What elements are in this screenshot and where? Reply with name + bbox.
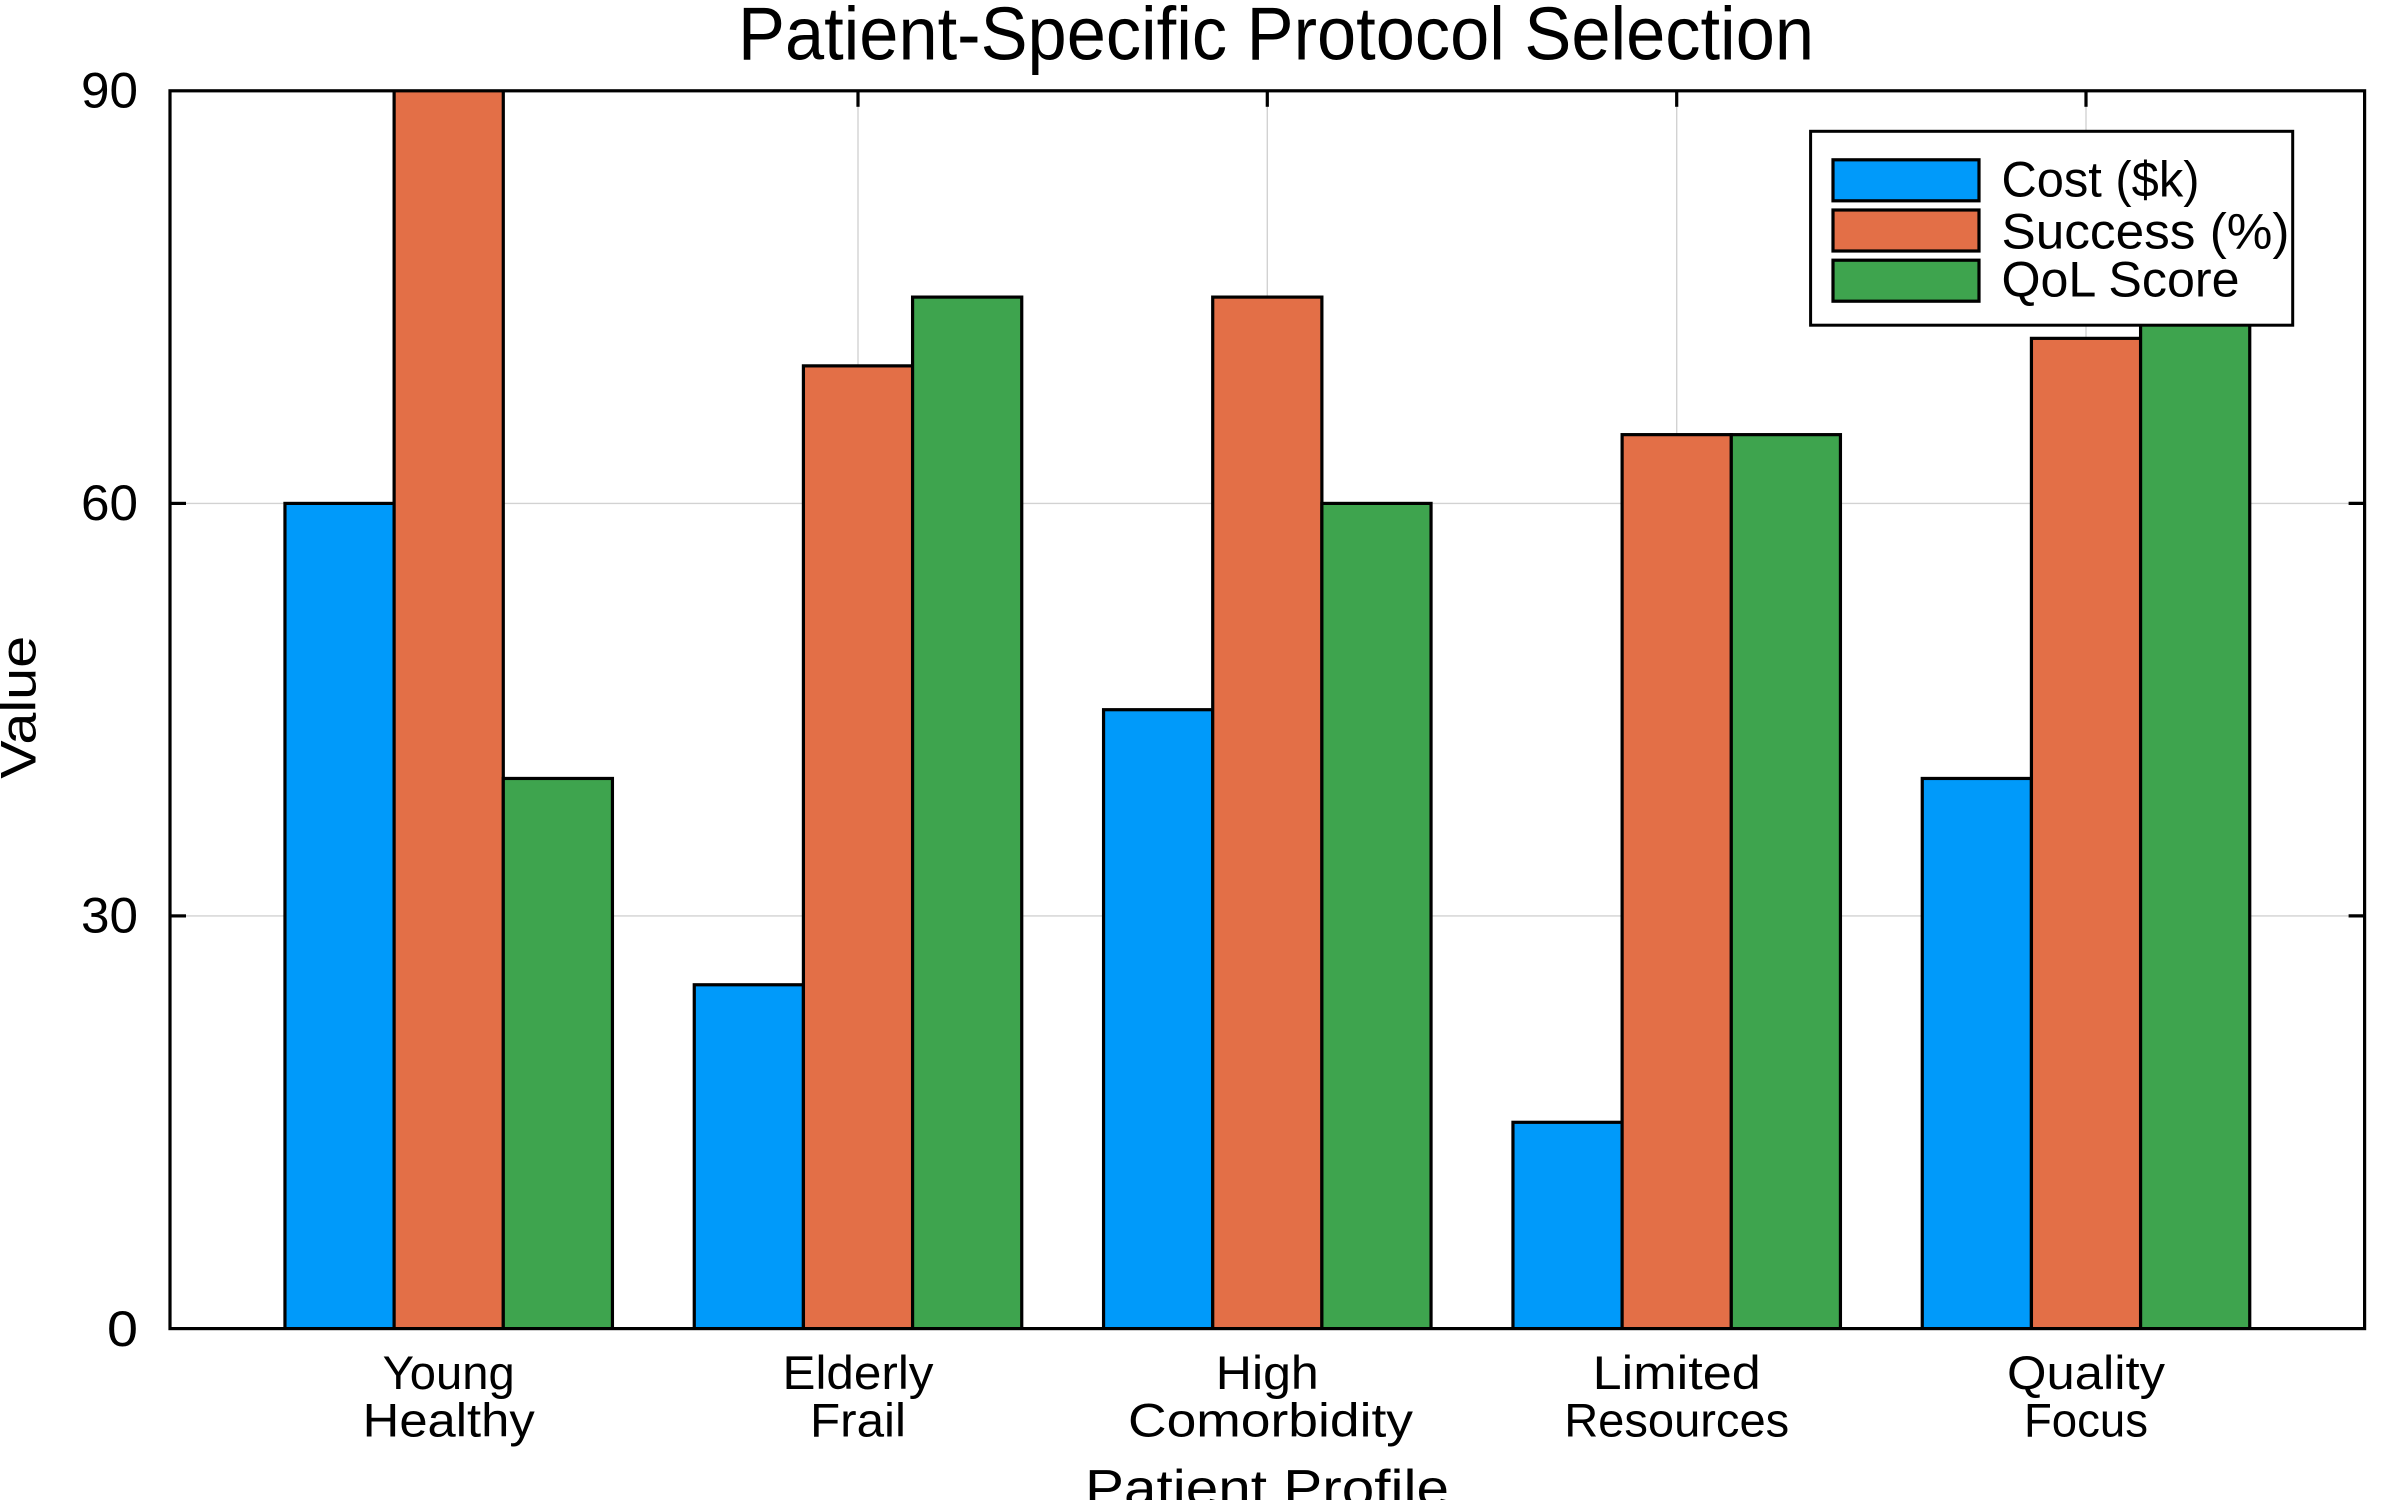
- svg-text:0: 0: [107, 1301, 138, 1357]
- svg-text:Resources: Resources: [1564, 1394, 1789, 1447]
- svg-text:Healthy: Healthy: [363, 1394, 536, 1447]
- svg-text:Limited: Limited: [1593, 1346, 1761, 1399]
- svg-text:High: High: [1216, 1346, 1319, 1399]
- svg-text:Frail: Frail: [810, 1394, 906, 1447]
- svg-text:Elderly: Elderly: [783, 1346, 935, 1399]
- svg-text:Comorbidity: Comorbidity: [1128, 1394, 1414, 1447]
- svg-text:Patient-Specific Protocol Sele: Patient-Specific Protocol Selection: [738, 0, 1814, 76]
- svg-text:Patient Profile: Patient Profile: [1085, 1460, 1449, 1500]
- svg-text:30: 30: [81, 887, 138, 943]
- svg-text:Quality: Quality: [2007, 1346, 2166, 1399]
- svg-text:Value: Value: [0, 636, 47, 779]
- svg-text:60: 60: [81, 475, 138, 531]
- svg-text:Young: Young: [383, 1346, 515, 1399]
- svg-text:Focus: Focus: [2024, 1394, 2148, 1447]
- svg-text:Cost ($k): Cost ($k): [2002, 152, 2200, 208]
- svg-text:Success (%): Success (%): [2002, 204, 2290, 260]
- svg-text:90: 90: [81, 62, 138, 118]
- svg-text:QoL Score: QoL Score: [2002, 252, 2240, 308]
